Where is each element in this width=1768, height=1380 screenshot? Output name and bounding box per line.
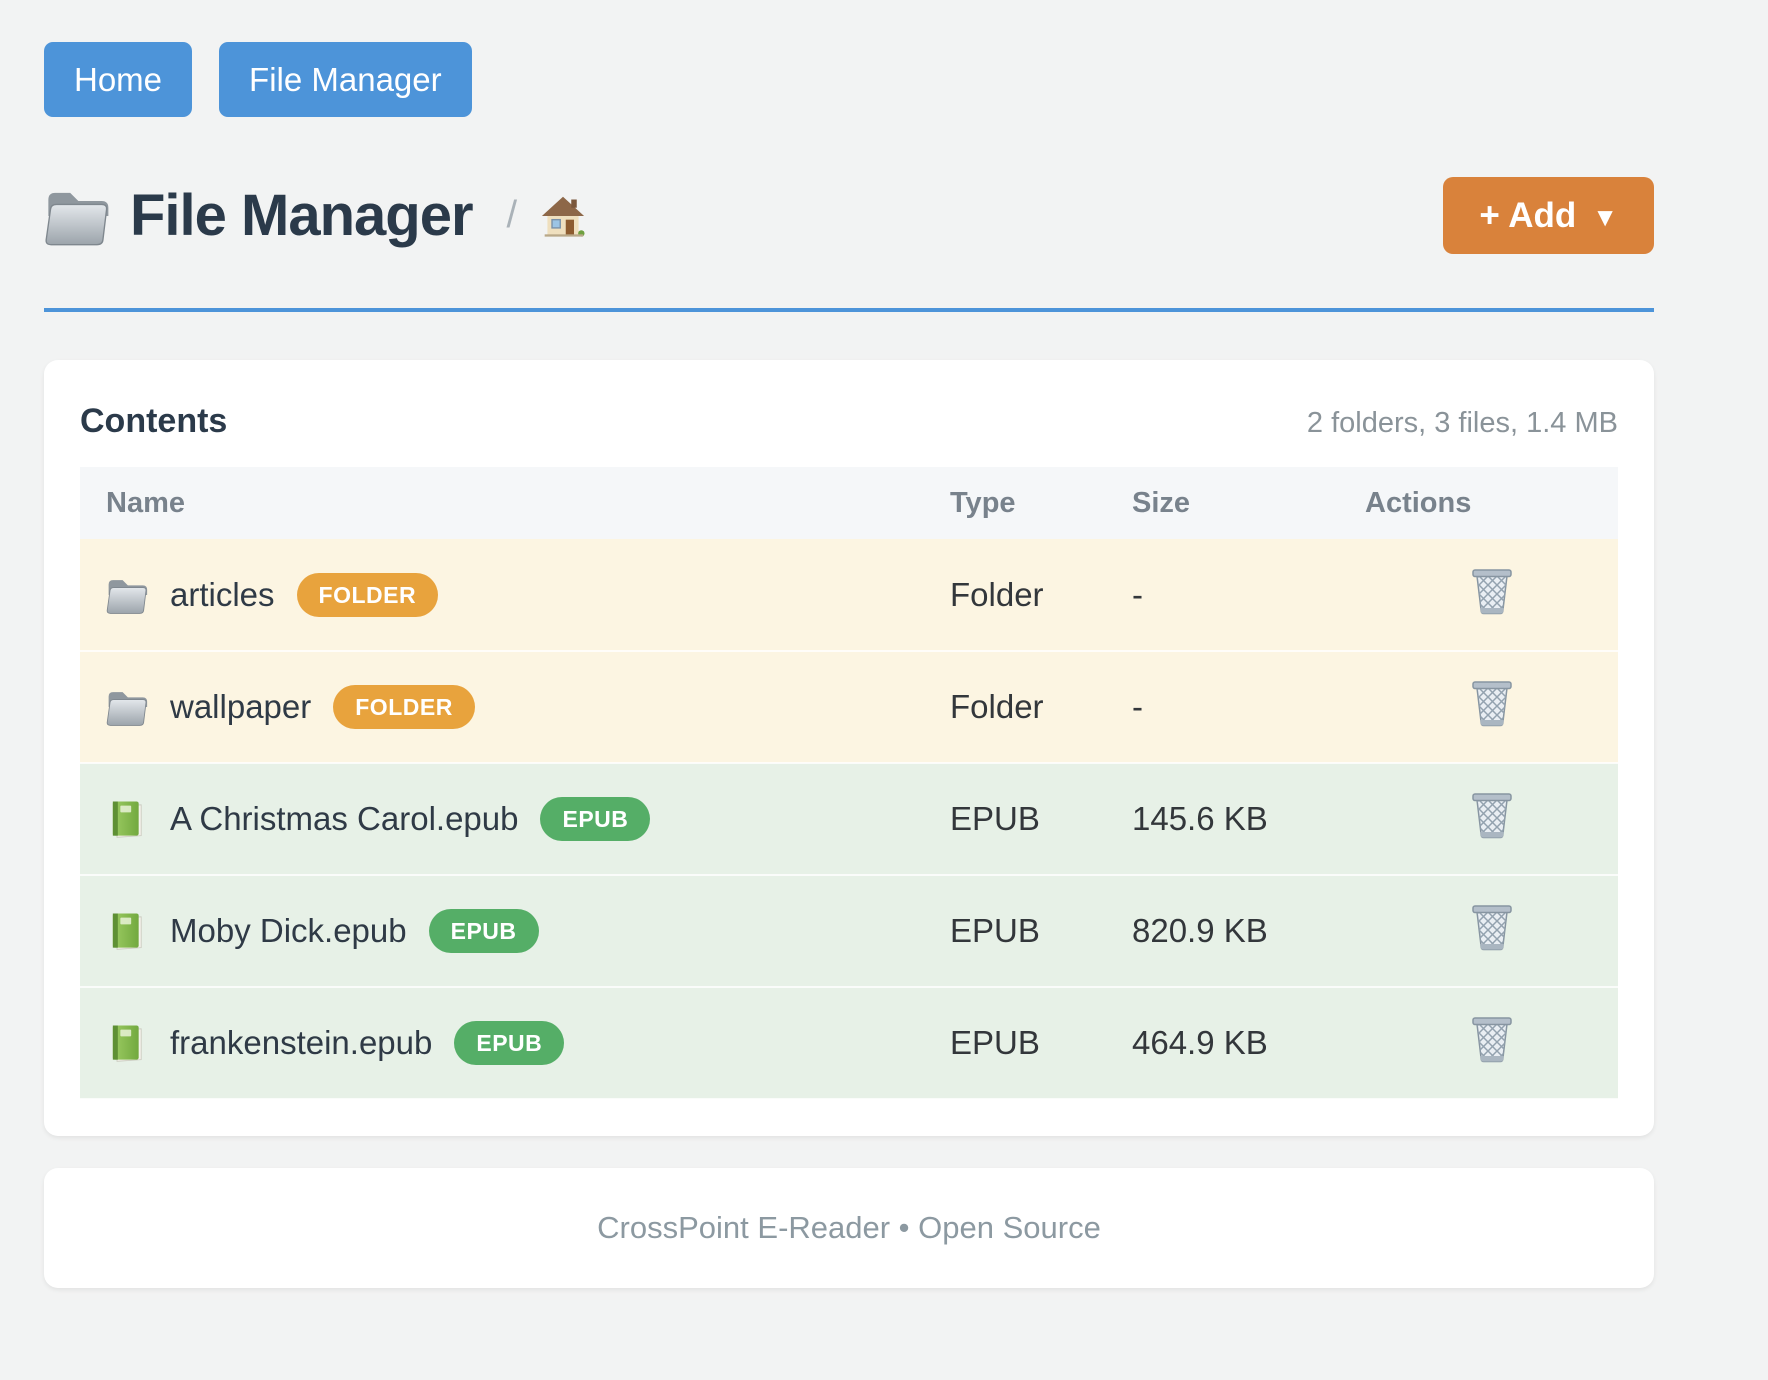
folder-badge: FOLDER [296,572,439,617]
header-divider [44,308,1654,312]
file-name[interactable]: articles [170,575,275,613]
contents-heading: Contents [80,402,228,440]
table-row: A Christmas Carol.epub EPUB EPUB 145.6 K… [80,763,1618,876]
house-icon [541,194,585,238]
chevron-down-icon: ▼ [1592,202,1618,232]
file-size: - [1132,539,1365,652]
file-type: EPUB [950,763,1132,876]
file-name[interactable]: frankenstein.epub [170,1024,433,1061]
table-row: articles FOLDER Folder - [80,539,1618,652]
footer-text: CrossPoint E-Reader • Open Source [597,1210,1101,1245]
delete-button[interactable] [1470,1015,1514,1063]
title-group: File Manager / [44,182,585,249]
folder-icon [106,687,148,727]
table-row: frankenstein.epub EPUB EPUB 464.9 KB [80,987,1618,1100]
table-header-row: Name Type Size Actions [80,467,1618,539]
page-title: File Manager [130,183,474,248]
home-nav-button[interactable]: Home [44,42,193,117]
breadcrumb-home-button[interactable] [541,194,585,238]
trash-icon [1470,567,1514,615]
trash-icon [1470,791,1514,839]
file-name[interactable]: A Christmas Carol.epub [170,800,519,837]
file-type: EPUB [950,987,1132,1100]
contents-card-header: Contents 2 folders, 3 files, 1.4 MB [80,402,1618,441]
book-icon [106,911,148,951]
table-row: wallpaper FOLDER Folder - [80,651,1618,764]
file-size: - [1132,651,1365,764]
epub-badge: EPUB [540,797,651,841]
file-type: Folder [950,651,1132,764]
page-header: File Manager / + Add ▼ [44,177,1654,254]
epub-badge: EPUB [454,1021,565,1065]
column-header-size: Size [1132,467,1365,539]
top-nav: Home File Manager [44,42,1654,117]
column-header-type: Type [950,467,1132,539]
folder-badge: FOLDER [333,685,475,729]
delete-button[interactable] [1470,679,1514,727]
delete-button[interactable] [1470,903,1514,951]
trash-icon [1470,903,1514,951]
file-type: EPUB [950,875,1132,988]
files-table: Name Type Size Actions articles FOLDER [80,467,1618,1100]
epub-badge: EPUB [428,909,539,953]
contents-card: Contents 2 folders, 3 files, 1.4 MB Name… [44,360,1654,1136]
file-size: 145.6 KB [1132,763,1365,876]
add-button[interactable]: + Add ▼ [1443,177,1654,254]
file-name[interactable]: wallpaper [170,688,312,725]
add-button-label: + Add [1479,195,1577,235]
file-size: 820.9 KB [1132,875,1365,988]
delete-button[interactable] [1470,791,1514,839]
file-manager-nav-button[interactable]: File Manager [219,42,472,117]
trash-icon [1470,679,1514,727]
book-icon [106,1023,148,1063]
column-header-actions: Actions [1365,467,1618,539]
table-row: Moby Dick.epub EPUB EPUB 820.9 KB [80,875,1618,988]
file-size: 464.9 KB [1132,987,1365,1100]
file-name[interactable]: Moby Dick.epub [170,912,407,949]
contents-summary: 2 folders, 3 files, 1.4 MB [1306,407,1618,439]
folder-icon [106,575,148,615]
book-icon [106,799,148,839]
footer-card: CrossPoint E-Reader • Open Source [44,1168,1654,1288]
folder-icon [44,186,110,246]
trash-icon [1470,1015,1514,1063]
file-manager-page: Home File Manager File Manager / + Add ▼… [44,42,1654,1288]
column-header-name: Name [80,467,950,539]
delete-button[interactable] [1470,567,1514,615]
breadcrumb-separator: / [506,194,518,236]
file-type: Folder [950,539,1132,652]
